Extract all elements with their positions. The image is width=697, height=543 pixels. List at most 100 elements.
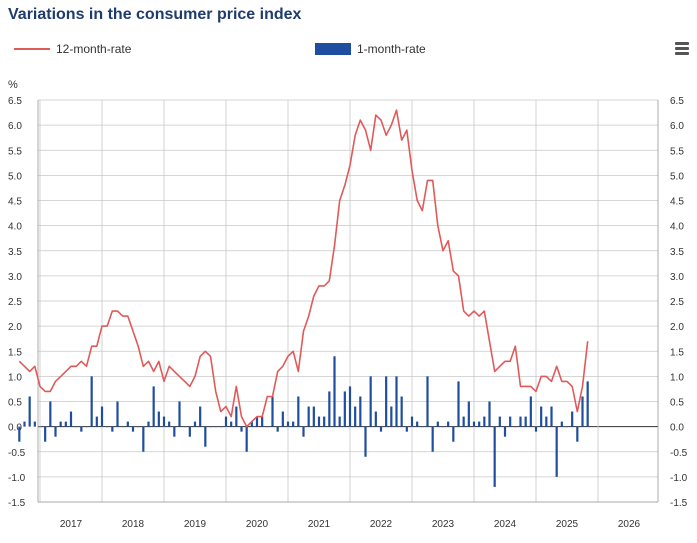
bar [292,421,295,427]
legend-item-12-month-rate[interactable]: 12-month-rate [14,42,131,56]
bar [193,421,197,427]
bar [452,426,455,442]
bar [576,426,579,442]
bar [38,426,42,428]
bar [540,406,543,427]
bar [483,416,486,427]
bar [405,426,408,432]
bar [281,411,284,427]
y-tick-label-right: -0.5 [670,448,688,459]
bar [416,421,419,427]
legend-bar-swatch [315,43,351,55]
y-tick-label-left: 5.5 [8,146,22,157]
bar [534,426,538,432]
y-tick-label-right: 0.0 [670,423,684,434]
bar [560,421,563,427]
bar [266,426,269,428]
y-tick-label-left: 0.0 [8,423,22,434]
y-tick-label-right: 3.5 [670,247,684,258]
line-series-12-month-rate [18,109,589,428]
x-tick-label: 2024 [494,519,517,530]
y-tick-label-left: 1.0 [8,372,22,383]
y-tick-label-right: 5.0 [670,171,684,182]
bar [478,421,481,427]
bar [338,416,341,427]
bar [90,376,93,427]
y-axis-left: 6.5 6.0 5.5 5.0 4.5 4.0 3.5 3.0 2.5 2.0 1.5 1.0 0.5 0… [8,96,26,509]
bar [343,391,346,427]
bar [199,406,202,427]
bar [162,416,166,427]
bar [33,421,36,427]
bar [126,421,129,427]
bar [183,426,186,428]
x-tick-label: 2017 [60,519,83,530]
y-tick-label-right: 6.5 [670,96,684,107]
bar [121,426,124,428]
bar [116,401,119,427]
bar [209,426,212,428]
x-tick-label: 2019 [184,519,207,530]
y-tick-label-right: 3.0 [670,272,684,283]
bar [472,421,476,427]
bar [524,416,527,427]
hamburger-menu-icon[interactable] [675,42,689,56]
bar [100,406,104,427]
bar [214,426,217,428]
bar [173,426,176,437]
bar [374,411,377,427]
bar [369,376,372,427]
grid-lines [37,99,659,503]
bar [447,421,450,427]
bar [49,401,52,427]
bar [230,421,233,427]
y-tick-label-right: 1.5 [670,347,684,358]
bar [23,421,26,427]
y-tick-label-right: 1.0 [670,372,684,383]
y-tick-label-right: 6.0 [670,121,684,132]
bar [250,421,253,427]
y-tick-label-right: 2.5 [670,297,684,308]
x-axis: 2017 2018 2019 2020 2021 2022 2023 2024 2025 2026 [38,501,658,530]
bar [488,401,491,427]
y-tick-label-right: 0.5 [670,398,684,409]
y-tick-label-left: 4.5 [8,197,22,208]
bar [519,416,522,427]
bar [157,411,160,427]
bar [385,376,388,427]
bar [431,426,434,452]
bar [111,426,114,432]
bar [379,426,383,432]
bar [493,426,496,487]
bar [312,406,315,427]
y-tick-label-right: 2.0 [670,322,684,333]
bar [410,416,414,427]
bar [95,416,98,427]
y-tick-label-left: 6.5 [8,96,22,107]
bar [204,426,207,447]
x-tick-label: 2018 [122,519,145,530]
bar [581,396,584,427]
bar [245,426,248,452]
y-tick-label-left: 4.0 [8,222,22,233]
bar [550,406,553,427]
bar [390,406,393,427]
y-tick-label-left: -0.5 [8,448,26,459]
bar [354,406,357,427]
bar [271,396,274,427]
bar [364,426,367,457]
legend-item-1-month-rate[interactable]: 1-month-rate [315,42,426,56]
bar [235,406,238,427]
y-tick-label-right: 5.5 [670,146,684,157]
bar [307,406,310,427]
y-tick-label-left: -1.0 [8,473,26,484]
chart-title: Variations in the consumer price index [8,6,302,23]
y-tick-label-right: -1.5 [670,498,688,509]
bar [462,416,465,427]
y-tick-label-left: 3.0 [8,272,22,283]
y-tick-label-right: 4.5 [670,197,684,208]
y-tick-label-left: 2.5 [8,297,22,308]
y-tick-label-right: -1.0 [670,473,688,484]
bar [168,421,171,427]
